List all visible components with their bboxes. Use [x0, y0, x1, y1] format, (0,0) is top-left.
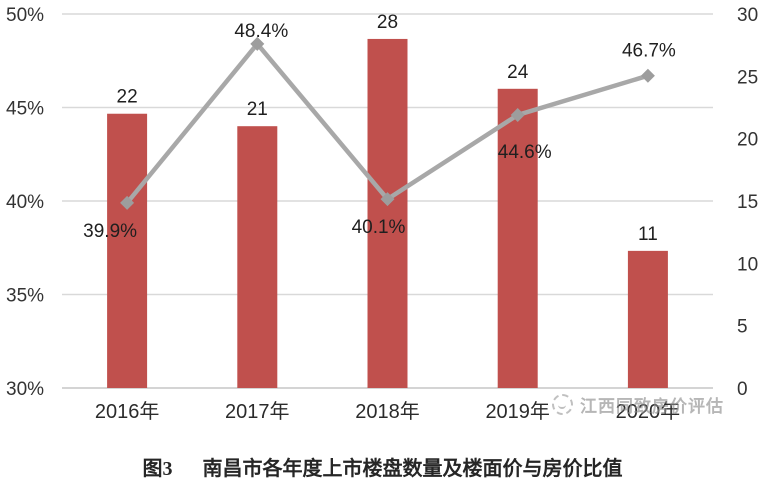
left-axis-tick: 45% [6, 99, 44, 120]
x-axis-label: 2018年 [355, 400, 420, 423]
right-axis-tick: 0 [737, 379, 748, 400]
figure-label: 图3 [142, 458, 173, 480]
line-marker-diamond [510, 107, 525, 122]
line-marker-diamond [250, 36, 265, 51]
line-value-label: 44.6% [498, 142, 552, 163]
chart-canvas: 50% 45% 40% 35% 30% 30 25 20 15 10 5 0 22 21 28 24 11 39.… [6, 5, 758, 423]
bar-value-label: 28 [377, 12, 398, 33]
bar-2019年 [497, 88, 538, 389]
right-axis-tick: 10 [737, 254, 758, 275]
bar-2018年 [367, 38, 408, 388]
right-axis-tick: 15 [737, 192, 758, 213]
x-axis-label: 2019年 [485, 400, 550, 423]
bar-value-label: 24 [507, 62, 529, 83]
bar-value-label: 22 [117, 87, 138, 108]
right-axis-tick: 25 [737, 67, 758, 88]
x-axis-label: 2017年 [225, 400, 290, 423]
line-marker-diamond [380, 192, 395, 207]
bar-2020年 [627, 250, 668, 388]
caption-title: 南昌市各年度上市楼盘数量及楼面价与房价比值 [202, 458, 623, 480]
x-axis-label: 2016年 [95, 400, 160, 423]
right-axis-tick: 20 [737, 130, 758, 151]
left-axis-tick: 50% [6, 5, 44, 26]
bar-value-label: 11 [638, 224, 658, 245]
line-value-label: 48.4% [234, 21, 288, 42]
right-axis-tick: 30 [737, 5, 758, 26]
line-value-label: 46.7% [622, 41, 676, 62]
line-value-label: 40.1% [352, 217, 406, 238]
left-axis-tick: 40% [6, 192, 44, 213]
bar-2017年 [237, 126, 278, 388]
left-axis-tick: 30% [6, 379, 44, 400]
bar-value-label: 21 [247, 99, 268, 120]
left-axis-tick: 35% [6, 286, 44, 307]
right-axis-tick: 5 [737, 317, 748, 338]
chart-caption: 图3 南昌市各年度上市楼盘数量及楼面价与房价比值 [0, 452, 765, 481]
bar-2016年 [107, 113, 148, 388]
line-marker-diamond [120, 195, 135, 210]
line-marker-diamond [640, 68, 655, 83]
x-axis-label: 2020年 [616, 400, 681, 423]
line-value-label: 39.9% [83, 221, 137, 242]
